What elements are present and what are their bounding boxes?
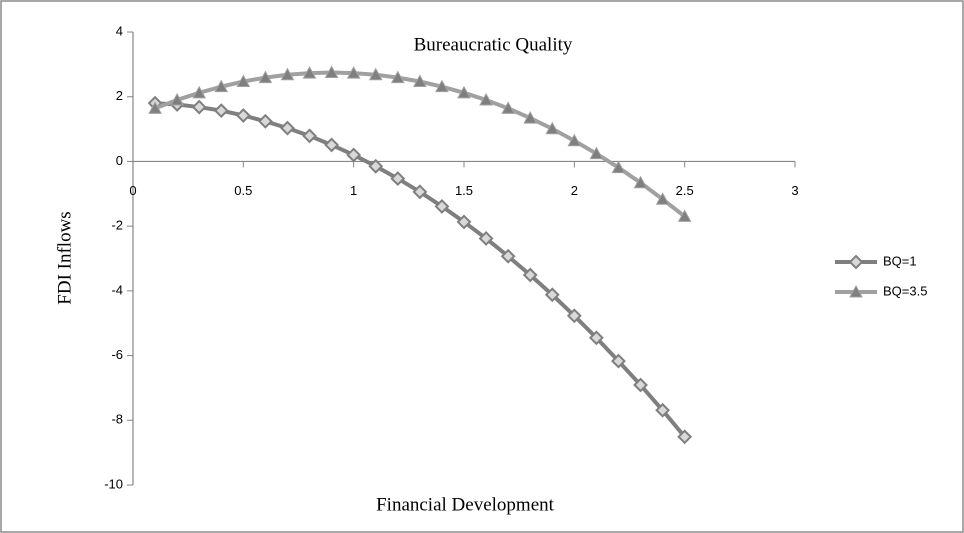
marker bbox=[214, 79, 229, 93]
marker bbox=[412, 184, 428, 200]
marker bbox=[523, 111, 538, 124]
marker bbox=[236, 74, 251, 88]
marker bbox=[457, 85, 471, 99]
x-tick-label: 3 bbox=[791, 183, 798, 198]
legend-label: BQ=1 bbox=[883, 253, 917, 268]
marker bbox=[148, 101, 162, 114]
marker bbox=[213, 103, 229, 119]
marker bbox=[258, 70, 273, 84]
y-tick-label: 2 bbox=[116, 88, 123, 103]
marker bbox=[368, 67, 383, 81]
x-tick-label: 0.5 bbox=[234, 183, 252, 198]
x-axis-label: Financial Development bbox=[376, 494, 555, 515]
marker bbox=[566, 308, 582, 324]
y-axis-label: FDI Inflows bbox=[54, 211, 75, 304]
marker bbox=[545, 121, 560, 135]
y-tick-label: -10 bbox=[104, 476, 123, 491]
marker bbox=[655, 402, 671, 418]
marker bbox=[324, 65, 339, 78]
marker bbox=[302, 128, 317, 144]
marker bbox=[346, 147, 362, 163]
marker bbox=[589, 146, 604, 160]
marker bbox=[368, 158, 384, 174]
marker bbox=[479, 92, 493, 106]
chart-title: Bureaucratic Quality bbox=[414, 34, 573, 55]
x-tick-label: 2 bbox=[571, 183, 578, 198]
y-tick-label: -4 bbox=[111, 282, 123, 297]
marker bbox=[500, 248, 516, 264]
marker bbox=[346, 66, 361, 79]
marker bbox=[567, 133, 582, 147]
marker bbox=[588, 330, 604, 346]
marker bbox=[434, 198, 450, 214]
marker bbox=[544, 287, 560, 303]
y-tick-label: 0 bbox=[116, 153, 123, 168]
x-tick-label: 0 bbox=[129, 183, 136, 198]
legend-marker bbox=[848, 254, 864, 270]
marker bbox=[677, 429, 693, 445]
x-tick-label: 2.5 bbox=[676, 183, 694, 198]
marker bbox=[655, 192, 670, 205]
marker bbox=[235, 108, 251, 123]
marker bbox=[611, 160, 626, 174]
y-tick-label: 4 bbox=[116, 23, 123, 38]
marker bbox=[611, 353, 626, 369]
x-tick-label: 1 bbox=[350, 183, 357, 198]
y-tick-label: -8 bbox=[111, 412, 123, 427]
marker bbox=[413, 74, 427, 88]
legend-marker bbox=[849, 284, 863, 298]
marker bbox=[324, 137, 340, 153]
legend-label: BQ=3.5 bbox=[883, 283, 927, 298]
marker bbox=[192, 85, 207, 99]
marker bbox=[522, 267, 538, 283]
marker bbox=[390, 70, 405, 84]
marker bbox=[633, 175, 648, 189]
marker bbox=[302, 66, 317, 79]
marker bbox=[170, 92, 184, 106]
marker bbox=[456, 214, 472, 230]
marker bbox=[677, 209, 692, 222]
y-tick-label: -2 bbox=[111, 218, 123, 233]
y-tick-label: -6 bbox=[111, 347, 123, 362]
marker bbox=[435, 79, 449, 93]
marker bbox=[191, 99, 207, 115]
marker bbox=[280, 67, 295, 81]
marker bbox=[390, 171, 406, 186]
marker bbox=[257, 113, 273, 129]
marker bbox=[633, 377, 648, 393]
marker bbox=[501, 101, 515, 114]
x-tick-label: 1.5 bbox=[455, 183, 473, 198]
marker bbox=[280, 120, 295, 136]
marker bbox=[478, 231, 494, 246]
